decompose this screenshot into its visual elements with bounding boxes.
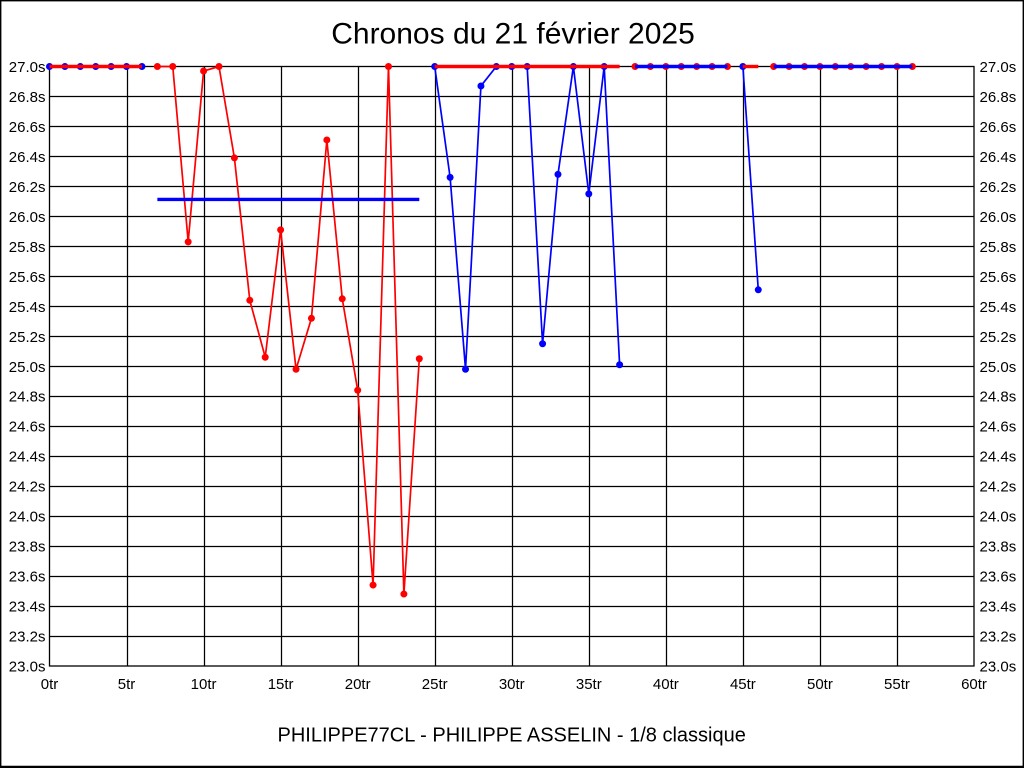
svg-text:26.2s: 26.2s [980,179,1017,196]
svg-text:24.0s: 24.0s [980,509,1017,526]
svg-text:26.4s: 26.4s [9,149,46,166]
svg-text:15tr: 15tr [268,676,294,693]
svg-text:40tr: 40tr [653,676,679,693]
svg-text:20tr: 20tr [345,676,371,693]
svg-text:26.6s: 26.6s [9,119,46,136]
svg-text:0tr: 0tr [41,676,59,693]
svg-text:25.2s: 25.2s [9,329,46,346]
svg-text:25.0s: 25.0s [980,359,1017,376]
svg-text:45tr: 45tr [730,676,756,693]
svg-text:26.8s: 26.8s [980,89,1017,106]
svg-text:25.2s: 25.2s [980,329,1017,346]
svg-text:23.0s: 23.0s [980,659,1017,676]
svg-text:35tr: 35tr [576,676,602,693]
svg-text:24.4s: 24.4s [9,449,46,466]
svg-text:23.8s: 23.8s [980,539,1017,556]
svg-text:PHILIPPE77CL - PHILIPPE ASSELI: PHILIPPE77CL - PHILIPPE ASSELIN - 1/8 cl… [278,724,746,746]
svg-text:10tr: 10tr [191,676,217,693]
svg-text:24.4s: 24.4s [980,449,1017,466]
svg-text:24.8s: 24.8s [980,389,1017,406]
svg-text:30tr: 30tr [499,676,525,693]
svg-text:25.6s: 25.6s [980,269,1017,286]
svg-text:23.4s: 23.4s [9,599,46,616]
svg-text:24.8s: 24.8s [9,389,46,406]
svg-text:25tr: 25tr [422,676,448,693]
svg-text:24.2s: 24.2s [980,479,1017,496]
svg-text:23.8s: 23.8s [9,539,46,556]
svg-text:23.6s: 23.6s [9,569,46,586]
svg-text:23.0s: 23.0s [9,659,46,676]
svg-text:25.0s: 25.0s [9,359,46,376]
svg-text:25.6s: 25.6s [9,269,46,286]
svg-text:25.8s: 25.8s [980,239,1017,256]
svg-text:23.4s: 23.4s [980,599,1017,616]
svg-text:27.0s: 27.0s [9,59,46,76]
svg-text:24.6s: 24.6s [980,419,1017,436]
svg-text:25.8s: 25.8s [9,239,46,256]
svg-text:26.2s: 26.2s [9,179,46,196]
svg-text:27.0s: 27.0s [980,59,1017,76]
svg-text:23.2s: 23.2s [9,629,46,646]
svg-text:26.6s: 26.6s [980,119,1017,136]
svg-text:60tr: 60tr [961,676,987,693]
svg-text:23.2s: 23.2s [980,629,1017,646]
svg-text:24.0s: 24.0s [9,509,46,526]
svg-text:24.2s: 24.2s [9,479,46,496]
svg-text:26.8s: 26.8s [9,89,46,106]
svg-text:26.0s: 26.0s [9,209,46,226]
svg-text:26.4s: 26.4s [980,149,1017,166]
svg-text:24.6s: 24.6s [9,419,46,436]
svg-text:5tr: 5tr [118,676,136,693]
svg-text:25.4s: 25.4s [980,299,1017,316]
svg-text:25.4s: 25.4s [9,299,46,316]
svg-text:50tr: 50tr [807,676,833,693]
svg-text:26.0s: 26.0s [980,209,1017,226]
svg-text:55tr: 55tr [884,676,910,693]
svg-text:23.6s: 23.6s [980,569,1017,586]
svg-text:Chronos du 21 février 2025: Chronos du 21 février 2025 [331,18,695,51]
